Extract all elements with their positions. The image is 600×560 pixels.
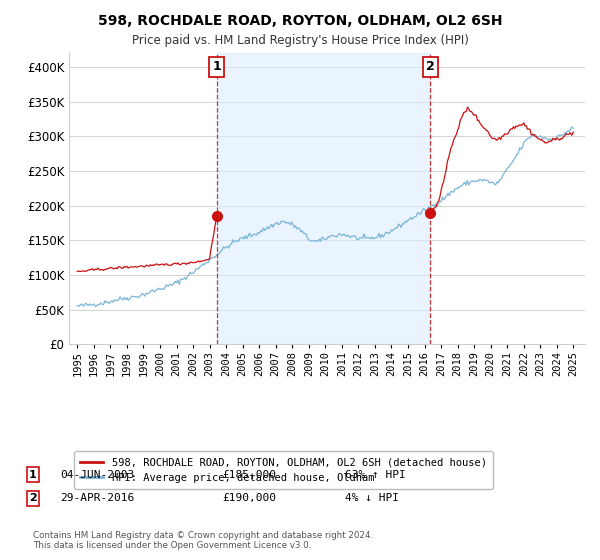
Text: 598, ROCHDALE ROAD, ROYTON, OLDHAM, OL2 6SH: 598, ROCHDALE ROAD, ROYTON, OLDHAM, OL2 … bbox=[98, 14, 502, 28]
Text: 04-JUN-2003: 04-JUN-2003 bbox=[60, 470, 134, 480]
Text: 2: 2 bbox=[29, 493, 37, 503]
Text: 1: 1 bbox=[29, 470, 37, 480]
Legend: 598, ROCHDALE ROAD, ROYTON, OLDHAM, OL2 6SH (detached house), HPI: Average price: 598, ROCHDALE ROAD, ROYTON, OLDHAM, OL2 … bbox=[74, 451, 493, 489]
Text: 1: 1 bbox=[212, 60, 221, 73]
Text: £185,000: £185,000 bbox=[222, 470, 276, 480]
Text: £190,000: £190,000 bbox=[222, 493, 276, 503]
Text: 63% ↑ HPI: 63% ↑ HPI bbox=[345, 470, 406, 480]
Bar bbox=[217, 53, 430, 344]
Text: 2: 2 bbox=[425, 60, 434, 73]
Text: 29-APR-2016: 29-APR-2016 bbox=[60, 493, 134, 503]
Text: Price paid vs. HM Land Registry's House Price Index (HPI): Price paid vs. HM Land Registry's House … bbox=[131, 34, 469, 46]
Text: Contains HM Land Registry data © Crown copyright and database right 2024.
This d: Contains HM Land Registry data © Crown c… bbox=[33, 531, 373, 550]
Text: 4% ↓ HPI: 4% ↓ HPI bbox=[345, 493, 399, 503]
